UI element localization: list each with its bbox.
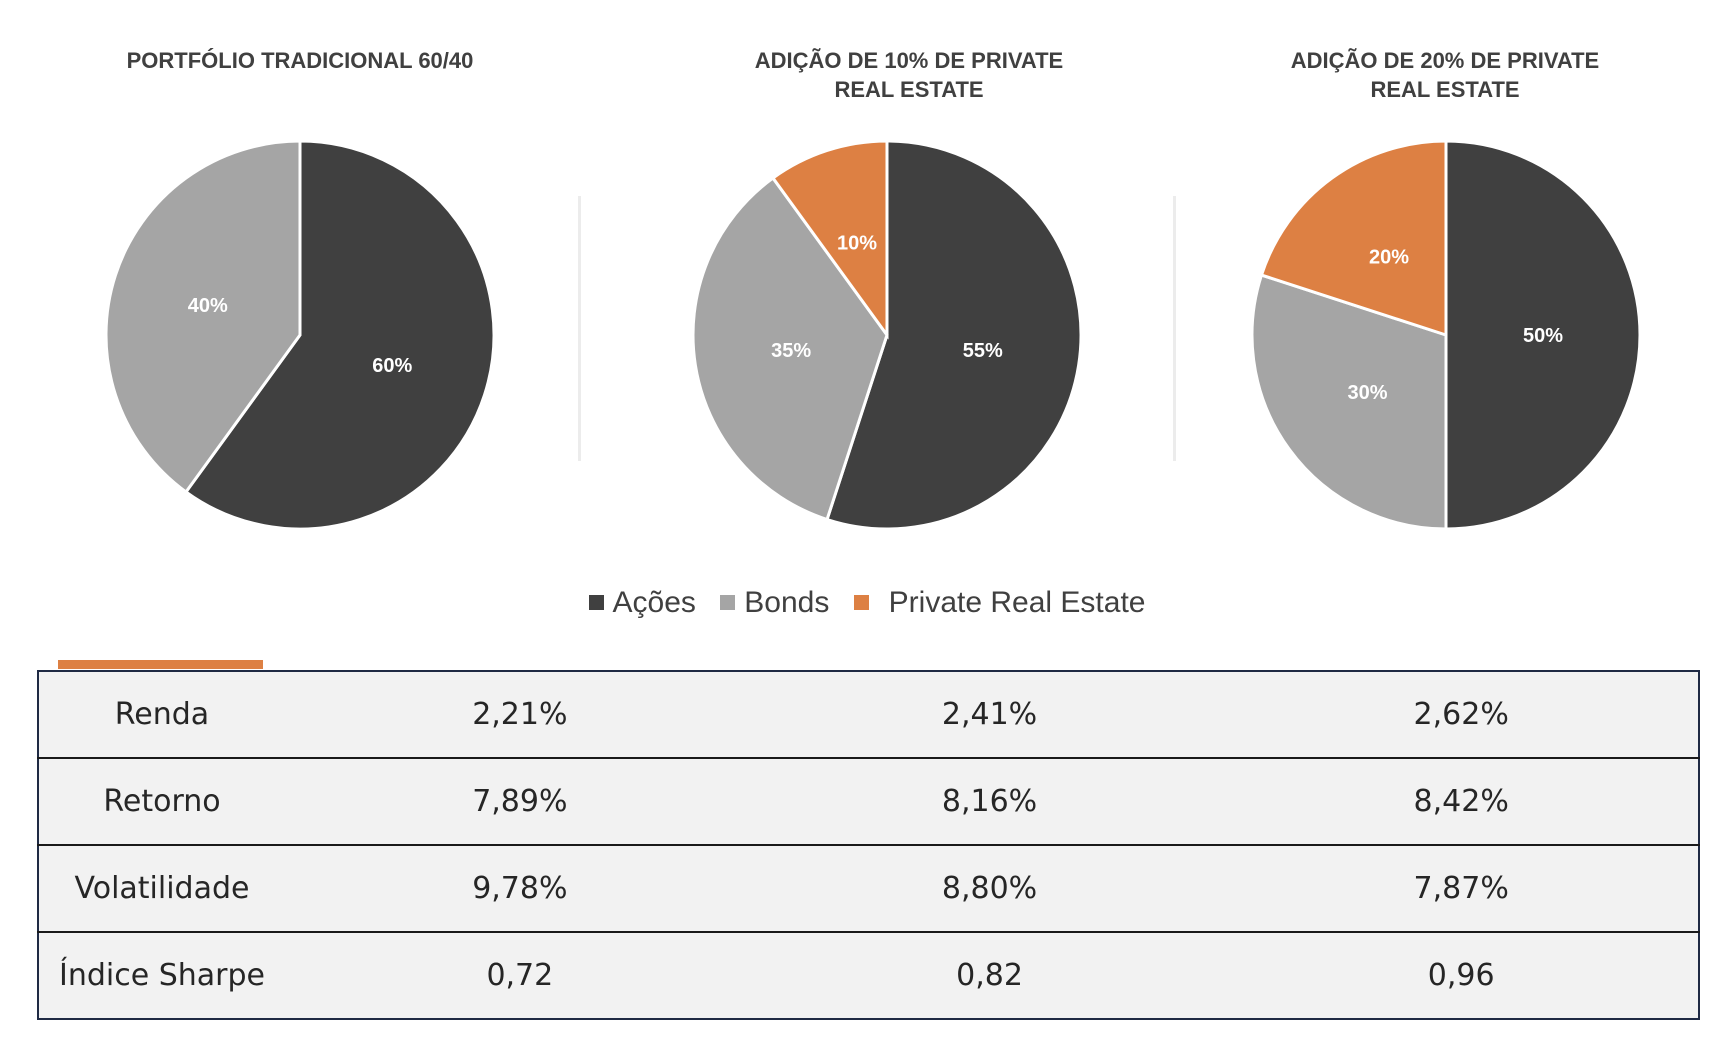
legend-label: Private Real Estate	[888, 585, 1146, 619]
data-label: 55%	[963, 340, 1003, 362]
cell: 2,41%	[754, 671, 1225, 759]
cell: 2,62%	[1224, 671, 1699, 759]
cell: 2,21%	[285, 671, 755, 759]
data-label: 30%	[1348, 382, 1388, 404]
legend-item-private-real-estate: Private Real Estate	[853, 585, 1146, 620]
data-label: 35%	[771, 340, 811, 362]
pie-slice-private-real-estate	[770, 139, 889, 340]
legend-swatch	[853, 595, 869, 610]
title-line: REAL ESTATE	[834, 77, 984, 102]
row-label: Retorno	[38, 758, 285, 846]
accent-bar	[58, 660, 263, 669]
pie-slice-bonds	[691, 175, 889, 522]
title-line: REAL ESTATE	[1370, 77, 1520, 102]
table-row: Retorno 7,89% 8,16% 8,42%	[38, 758, 1699, 846]
row-label: Renda	[38, 671, 285, 759]
legend-label: Ações	[612, 585, 696, 619]
divider	[578, 196, 581, 461]
data-label: 20%	[1369, 247, 1409, 269]
cell: 7,89%	[285, 758, 755, 846]
legend-item-bonds: Bonds	[720, 586, 829, 620]
chart-title-20pct: ADIÇÃO DE 20% DE PRIVATE REAL ESTATE	[1235, 46, 1655, 104]
data-label: 40%	[188, 295, 228, 317]
pie-slice-bonds	[1250, 273, 1448, 531]
cell: 0,96	[1427, 958, 1495, 993]
pie-slice-bonds	[104, 139, 302, 495]
row-label: Índice Sharpe	[58, 958, 265, 993]
legend-item-acoes: Ações	[588, 585, 696, 620]
cell: 7,87%	[1224, 845, 1699, 933]
data-label: 10%	[837, 233, 877, 255]
title-line: ADIÇÃO DE 10% DE PRIVATE	[754, 48, 1064, 73]
cell: 8,16%	[754, 758, 1225, 846]
pie-slice-a-es	[183, 139, 496, 531]
chart-title-10pct: ADIÇÃO DE 10% DE PRIVATE REAL ESTATE	[699, 46, 1119, 104]
legend: Ações Bonds Private Real Estate	[0, 584, 1734, 620]
data-label: 50%	[1523, 325, 1563, 347]
cell: 9,78%	[285, 845, 755, 933]
cell: 0,72	[486, 958, 554, 993]
pie-charts: 60% 40% 55% 35% 10% 50% 30% 20%	[104, 139, 1642, 531]
divider	[1173, 196, 1176, 461]
table-row: Renda 2,21% 2,41% 2,62%	[38, 671, 1699, 759]
table-row: Volatilidade 9,78% 8,80% 7,87%	[38, 845, 1699, 933]
metrics-table: Renda 2,21% 2,41% 2,62% Retorno 7,89% 8,16% 8,…	[37, 670, 1700, 1020]
chart-title-traditional: PORTFÓLIO TRADICIONAL 60/40	[90, 46, 510, 75]
table-row: Índice Sharpe 0,72 0,82 0,96	[38, 932, 1699, 1019]
pie-slice-private-real-estate	[1259, 139, 1448, 338]
row-label: Volatilidade	[38, 845, 285, 933]
pie-slice-a-es	[825, 139, 1083, 531]
title-line: ADIÇÃO DE 20% DE PRIVATE	[1290, 48, 1600, 73]
data-label: 60%	[372, 355, 412, 377]
pie-slice-a-es	[1444, 139, 1642, 531]
title-line: PORTFÓLIO TRADICIONAL 60/40	[126, 48, 474, 73]
legend-label: Bonds	[744, 585, 830, 619]
cell: 8,42%	[1224, 758, 1699, 846]
legend-swatch	[720, 595, 736, 610]
legend-swatch	[588, 595, 604, 610]
cell: 8,80%	[754, 845, 1225, 933]
cell: 0,82	[956, 958, 1023, 993]
